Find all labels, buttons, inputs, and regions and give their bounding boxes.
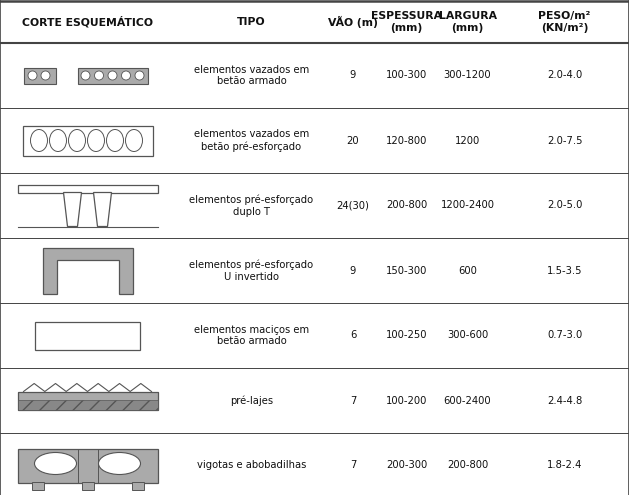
Ellipse shape <box>30 130 48 151</box>
Ellipse shape <box>41 71 50 80</box>
Text: 300-1200: 300-1200 <box>443 70 491 81</box>
Bar <box>82 482 94 490</box>
Bar <box>77 67 147 84</box>
Text: 1.5-3.5: 1.5-3.5 <box>547 265 582 276</box>
Text: PESO/m²
(KN/m²): PESO/m² (KN/m²) <box>538 11 591 33</box>
Bar <box>18 399 157 409</box>
Text: 150-300: 150-300 <box>386 265 427 276</box>
Text: 600-2400: 600-2400 <box>443 396 491 405</box>
Text: 2.0-5.0: 2.0-5.0 <box>547 200 582 210</box>
Ellipse shape <box>121 71 130 80</box>
Text: 1200: 1200 <box>455 136 480 146</box>
Bar <box>131 482 143 490</box>
Text: TIPO: TIPO <box>237 17 266 27</box>
Text: 24(30): 24(30) <box>337 200 369 210</box>
Bar <box>18 185 157 193</box>
Text: 6: 6 <box>350 331 356 341</box>
Ellipse shape <box>106 130 123 151</box>
Bar <box>35 321 140 349</box>
Text: ESPESSURA
(mm): ESPESSURA (mm) <box>371 11 442 33</box>
Polygon shape <box>64 193 82 227</box>
Bar <box>23 67 55 84</box>
Text: 7: 7 <box>350 460 356 471</box>
Text: elementos vazados em
betão armado: elementos vazados em betão armado <box>194 65 309 86</box>
Bar <box>23 126 152 155</box>
Text: 200-300: 200-300 <box>386 460 427 471</box>
Text: 600: 600 <box>458 265 477 276</box>
Text: 200-800: 200-800 <box>386 200 427 210</box>
Text: elementos pré-esforçado
U invertido: elementos pré-esforçado U invertido <box>189 259 314 282</box>
Ellipse shape <box>126 130 143 151</box>
Text: 9: 9 <box>350 265 356 276</box>
Text: elementos maciços em
betão armado: elementos maciços em betão armado <box>194 325 309 346</box>
Text: elementos vazados em
betão pré-esforçado: elementos vazados em betão pré-esforçado <box>194 129 309 151</box>
Text: 200-800: 200-800 <box>447 460 488 471</box>
Ellipse shape <box>69 130 86 151</box>
Text: 100-300: 100-300 <box>386 70 427 81</box>
Ellipse shape <box>108 71 117 80</box>
Text: 20: 20 <box>347 136 359 146</box>
Text: vigotas e abobadilhas: vigotas e abobadilhas <box>197 460 306 471</box>
Text: 100-250: 100-250 <box>386 331 427 341</box>
Text: elementos pré-esforçado
duplo T: elementos pré-esforçado duplo T <box>189 195 314 216</box>
Text: LARGURA
(mm): LARGURA (mm) <box>438 11 496 33</box>
Ellipse shape <box>87 130 104 151</box>
Ellipse shape <box>28 71 37 80</box>
Ellipse shape <box>35 452 77 475</box>
Polygon shape <box>94 193 111 227</box>
Text: 120-800: 120-800 <box>386 136 427 146</box>
Text: 1200-2400: 1200-2400 <box>440 200 494 210</box>
Text: 2.4-4.8: 2.4-4.8 <box>547 396 582 405</box>
Text: CORTE ESQUEMÁTICO: CORTE ESQUEMÁTICO <box>22 16 153 28</box>
Bar <box>18 392 157 409</box>
Text: 1.8-2.4: 1.8-2.4 <box>547 460 582 471</box>
Text: 2.0-4.0: 2.0-4.0 <box>547 70 582 81</box>
Ellipse shape <box>81 71 90 80</box>
Ellipse shape <box>99 452 140 475</box>
Text: pré-lajes: pré-lajes <box>230 395 273 406</box>
Ellipse shape <box>50 130 67 151</box>
Ellipse shape <box>135 71 144 80</box>
Text: 300-600: 300-600 <box>447 331 488 341</box>
Bar <box>40 327 135 345</box>
Bar <box>31 482 43 490</box>
Text: 0.7-3.0: 0.7-3.0 <box>547 331 582 341</box>
Polygon shape <box>43 248 133 294</box>
Text: 9: 9 <box>350 70 356 81</box>
Ellipse shape <box>94 71 104 80</box>
Text: 7: 7 <box>350 396 356 405</box>
Text: 2.0-7.5: 2.0-7.5 <box>547 136 582 146</box>
Text: 100-200: 100-200 <box>386 396 427 405</box>
Bar <box>18 448 157 483</box>
Text: VÃO (m): VÃO (m) <box>328 16 378 28</box>
